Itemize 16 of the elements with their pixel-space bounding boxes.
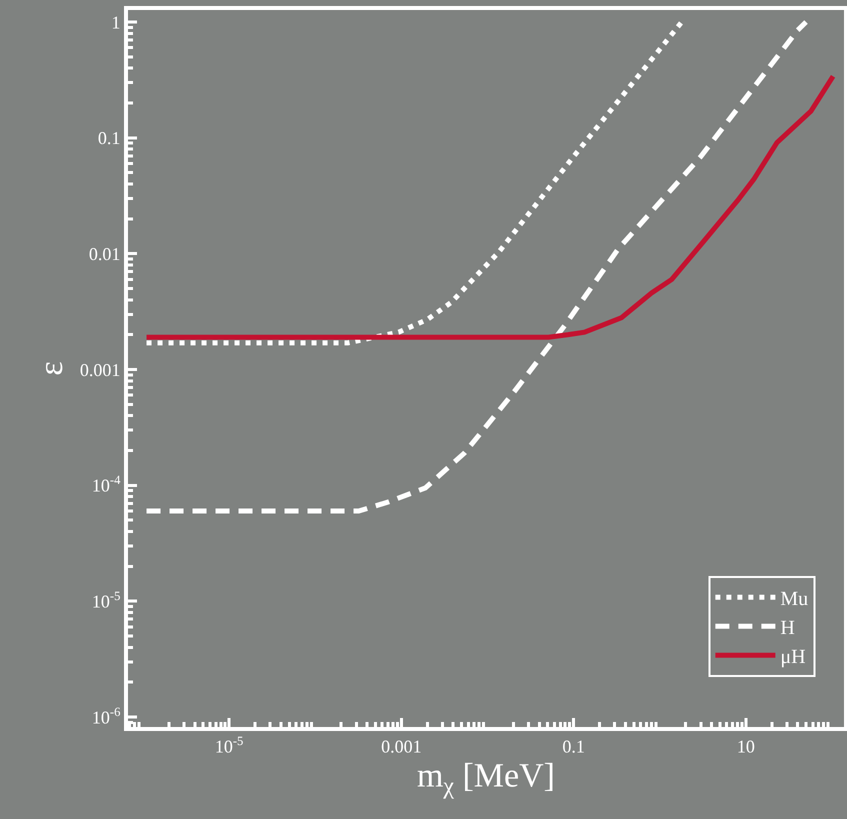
y-tick-label: 1 [111, 12, 120, 32]
legend-label: μH [780, 646, 806, 668]
y-tick-label: 10$^{-6}$ [92, 704, 120, 728]
x-tick-label: 0.1 [562, 736, 585, 757]
legend-label: Mu [780, 588, 808, 610]
y-tick-label: 10$^{-5}$ [92, 588, 120, 612]
x-tick-label: 10 [736, 736, 755, 757]
x-axis-title: m$_{χ}$ [MeV] [416, 757, 556, 800]
x-tick-label: 0.001 [381, 736, 422, 757]
y-tick-label: 10$^{-4}$ [92, 473, 122, 496]
legend-label: H [780, 617, 795, 640]
y-tick-label: 0.01 [88, 244, 120, 264]
y-tick-label: 0.1 [98, 128, 120, 148]
y-tick-label: 0.001 [80, 360, 120, 380]
y-axis-title: ε [33, 361, 70, 376]
x-tick-label: 10$^{-5}$ [214, 734, 244, 757]
